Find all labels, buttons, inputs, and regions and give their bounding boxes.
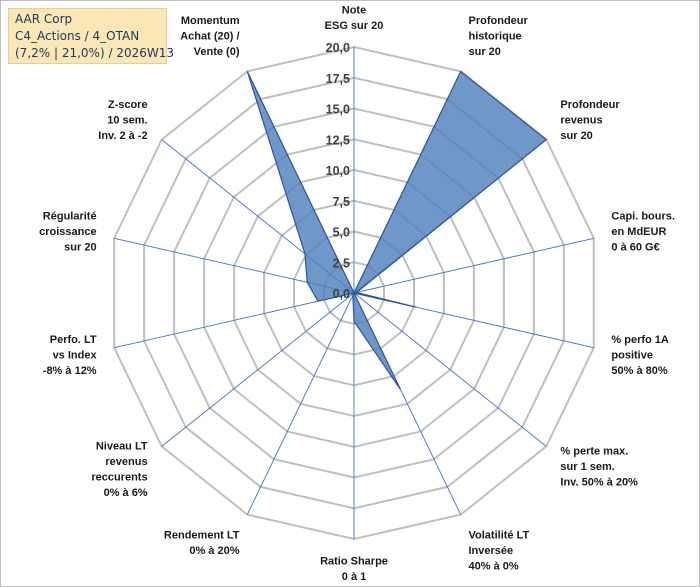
- axis-label-line: -8% à 12%: [43, 365, 97, 377]
- company-name: AAR Corp: [15, 12, 73, 26]
- axis-label: Z-score 10 sem. Inv. 2 à -2: [98, 99, 147, 142]
- tick-label: 17,5: [326, 72, 350, 86]
- axis-label-line: Ratio Sharpe: [320, 556, 388, 568]
- axis-label-line: ESG sur 20: [325, 20, 384, 32]
- axis-label-line: 0 à 60 G€: [611, 241, 659, 253]
- axis-label-line: Volatilité LT: [469, 529, 530, 541]
- axis-label-line: revenus: [560, 115, 602, 127]
- tick-label: 7,5: [333, 195, 350, 209]
- axis-label-line: Momentum: [181, 15, 240, 27]
- axis-label-line: positive: [611, 350, 653, 362]
- axis-label: % perfo 1A positive 50% à 80%: [611, 334, 669, 377]
- axis-label-line: 10 sem.: [107, 115, 147, 127]
- axis-label-line: Inversée: [469, 545, 514, 557]
- axis-label-line: sur 20: [469, 46, 501, 58]
- axis-label-line: 0% à 6%: [104, 487, 148, 499]
- axis-label-line: reccurents: [91, 472, 147, 484]
- axis-label: Profondeur historique sur 20: [469, 15, 529, 58]
- axis-label-line: 50% à 80%: [611, 365, 667, 377]
- axis-label-line: Z-score: [108, 99, 148, 111]
- axis-label-line: Capi. bours.: [611, 210, 675, 222]
- tick-label: 2,5: [333, 256, 350, 270]
- axis-spoke: [246, 292, 355, 515]
- axis-label-line: Note: [342, 5, 366, 17]
- axis-label: Régularité croissance sur 20: [39, 210, 96, 253]
- axis-label-line: Profondeur: [469, 15, 529, 27]
- axis-label-line: en MdEUR: [611, 226, 666, 238]
- axis-label-line: Achat (20) /: [180, 31, 239, 43]
- axis-label: Note ESG sur 20: [325, 5, 384, 33]
- axis-label-line: Profondeur: [560, 99, 620, 111]
- axis-spoke: [353, 237, 594, 294]
- axis-label-line: Inv. 50% à 20%: [560, 477, 638, 489]
- axis-label-line: Perfo. LT: [50, 334, 97, 346]
- axis-label-line: historique: [469, 31, 522, 43]
- axis-label: % perte max. sur 1 sem. Inv. 50% à 20%: [560, 446, 638, 489]
- tick-label: 10,0: [326, 164, 350, 178]
- axis-label-line: 40% à 0%: [469, 560, 519, 572]
- axis-label-line: sur 20: [560, 130, 592, 142]
- axis-label: Niveau LT revenus reccurents 0% à 6%: [91, 441, 148, 500]
- axis-label-line: vs Index: [53, 350, 98, 362]
- axis-label-line: Vente (0): [194, 46, 240, 58]
- axis-label-line: Rendement LT: [164, 529, 240, 541]
- axis-label-line: revenus: [105, 456, 147, 468]
- tick-label: 12,5: [326, 133, 350, 147]
- axis-label-line: % perte max.: [560, 446, 628, 458]
- axis-label-line: sur 20: [64, 241, 96, 253]
- axis-label-line: 0 à 1: [342, 571, 366, 583]
- axis-label: Capi. bours. en MdEUR 0 à 60 G€: [611, 210, 675, 253]
- chart-title-box: AAR Corp C4_Actions / 4_OTAN (7,2% | 21,…: [8, 8, 174, 64]
- axis-label-line: % perfo 1A: [611, 334, 669, 346]
- axis-label-line: sur 1 sem.: [560, 461, 614, 473]
- tick-label: 0,0: [333, 287, 350, 301]
- axis-spoke: [114, 292, 355, 349]
- tick-label: 20,0: [326, 41, 350, 55]
- axis-label-line: Niveau LT: [96, 441, 148, 453]
- axis-spoke: [161, 292, 355, 447]
- axis-label: Perfo. LT vs Index -8% à 12%: [43, 334, 98, 377]
- portfolio-name: C4_Actions / 4_OTAN: [15, 29, 140, 43]
- axis-label: Volatilité LT Inversée 40% à 0%: [469, 529, 530, 572]
- axis-label-line: Inv. 2 à -2: [98, 130, 147, 142]
- axis-label: Ratio Sharpe 0 à 1: [320, 556, 388, 584]
- tick-label: 15,0: [326, 103, 350, 117]
- axis-label-line: Régularité: [43, 210, 97, 222]
- axis-spoke: [353, 292, 547, 447]
- axis-label-line: 0% à 20%: [189, 545, 239, 557]
- tick-label: 5,0: [333, 226, 350, 240]
- axis-label: Momentum Achat (20) / Vente (0): [180, 15, 240, 58]
- performance-stats: (7,2% | 21,0%) / 2026W13: [15, 46, 174, 60]
- axis-label: Rendement LT 0% à 20%: [164, 529, 240, 557]
- series-area: [246, 70, 548, 390]
- axis-label: Profondeur revenus sur 20: [560, 99, 620, 142]
- axis-label-line: croissance: [39, 226, 96, 238]
